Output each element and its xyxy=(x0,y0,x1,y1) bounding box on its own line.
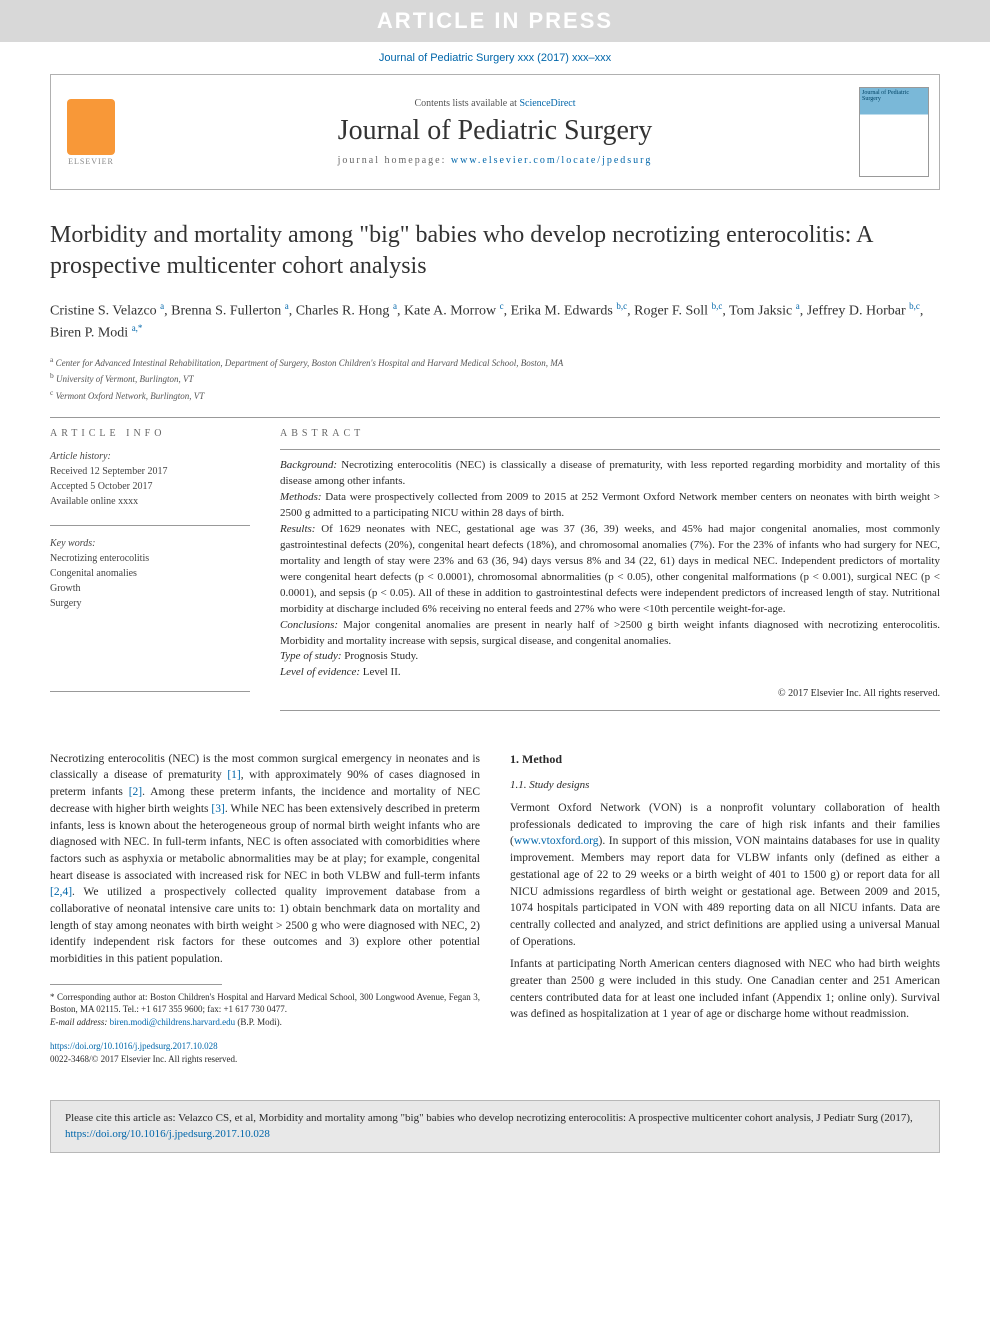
study-design-heading: 1.1. Study designs xyxy=(510,778,940,794)
abstract-body: Background: Necrotizing enterocolitis (N… xyxy=(280,449,940,711)
design-para-1: Vermont Oxford Network (VON) is a nonpro… xyxy=(510,800,940,950)
contents-prefix: Contents lists available at xyxy=(414,98,519,109)
article-in-press-banner: ARTICLE IN PRESS xyxy=(0,0,990,42)
journal-name: Journal of Pediatric Surgery xyxy=(131,115,859,147)
corresponding-author-footnote: * Corresponding author at: Boston Childr… xyxy=(50,991,480,1029)
doi-link[interactable]: https://doi.org/10.1016/j.jpedsurg.2017.… xyxy=(50,1041,218,1051)
level-text: Level II. xyxy=(360,666,401,678)
accepted-date: Accepted 5 October 2017 xyxy=(50,479,250,494)
received-date: Received 12 September 2017 xyxy=(50,464,250,479)
journal-reference: Journal of Pediatric Surgery xxx (2017) … xyxy=(0,42,990,74)
affil-b: University of Vermont, Burlington, VT xyxy=(56,374,194,384)
corr-email-link[interactable]: biren.modi@childrens.harvard.edu xyxy=(110,1017,236,1027)
methods-label: Methods: xyxy=(280,491,322,503)
doi-block: https://doi.org/10.1016/j.jpedsurg.2017.… xyxy=(50,1040,480,1066)
journal-cover-thumbnail: Journal of Pediatric Surgery xyxy=(859,87,929,177)
type-label: Type of study: xyxy=(280,650,342,662)
history-label: Article history: xyxy=(50,449,250,464)
article-info-head: ARTICLE INFO xyxy=(50,428,250,439)
cite-doi-link[interactable]: https://doi.org/10.1016/j.jpedsurg.2017.… xyxy=(65,1128,270,1140)
body-left-column: Necrotizing enterocolitis (NEC) is the m… xyxy=(50,751,480,1067)
abstract-head: ABSTRACT xyxy=(280,428,940,439)
concl-text: Major congenital anomalies are present i… xyxy=(280,619,940,647)
journal-header: ELSEVIER Contents lists available at Sci… xyxy=(50,74,940,190)
keyword-4: Surgery xyxy=(50,596,250,611)
article-title: Morbidity and mortality among "big" babi… xyxy=(50,220,940,282)
methods-text: Data were prospectively collected from 2… xyxy=(280,491,940,519)
affil-a: Center for Advanced Intestinal Rehabilit… xyxy=(56,358,564,368)
affiliations: a Center for Advanced Intestinal Rehabil… xyxy=(50,354,940,404)
design-para-2: Infants at participating North American … xyxy=(510,956,940,1023)
cite-text: Please cite this article as: Velazco CS,… xyxy=(65,1112,913,1124)
body-right-column: 1. Method 1.1. Study designs Vermont Oxf… xyxy=(510,751,940,1067)
contents-available-line: Contents lists available at ScienceDirec… xyxy=(131,98,859,109)
intro-paragraph: Necrotizing enterocolitis (NEC) is the m… xyxy=(50,751,480,968)
online-date: Available online xxxx xyxy=(50,494,250,509)
level-label: Level of evidence: xyxy=(280,666,360,678)
keyword-3: Growth xyxy=(50,581,250,596)
concl-label: Conclusions: xyxy=(280,619,338,631)
corr-text: * Corresponding author at: Boston Childr… xyxy=(50,991,480,1016)
homepage-link[interactable]: www.elsevier.com/locate/jpedsurg xyxy=(451,155,652,166)
type-text: Prognosis Study. xyxy=(342,650,419,662)
email-who: (B.P. Modi). xyxy=(235,1017,282,1027)
elsevier-text: ELSEVIER xyxy=(61,157,121,166)
journal-homepage-line: journal homepage: www.elsevier.com/locat… xyxy=(131,155,859,166)
cover-thumbnail-text: Journal of Pediatric Surgery xyxy=(860,88,928,104)
elsevier-tree-icon xyxy=(67,99,115,155)
abstract-copyright: © 2017 Elsevier Inc. All rights reserved… xyxy=(280,687,940,702)
citation-box: Please cite this article as: Velazco CS,… xyxy=(50,1100,940,1153)
article-history: Article history: Received 12 September 2… xyxy=(50,449,250,509)
method-heading: 1. Method xyxy=(510,751,940,768)
author-list: Cristine S. Velazco a, Brenna S. Fullert… xyxy=(50,300,940,343)
elsevier-logo: ELSEVIER xyxy=(51,99,131,166)
issn-copyright: 0022-3468/© 2017 Elsevier Inc. All right… xyxy=(50,1054,237,1064)
keywords-block: Key words: Necrotizing enterocolitis Con… xyxy=(50,536,250,611)
sciencedirect-link[interactable]: ScienceDirect xyxy=(519,98,575,109)
results-text: Of 1629 neonates with NEC, gestational a… xyxy=(280,523,940,615)
bg-label: Background: xyxy=(280,459,337,471)
keyword-2: Congenital anomalies xyxy=(50,566,250,581)
affil-c: Vermont Oxford Network, Burlington, VT xyxy=(56,391,205,401)
keyword-1: Necrotizing enterocolitis xyxy=(50,551,250,566)
results-label: Results: xyxy=(280,523,315,535)
homepage-prefix: journal homepage: xyxy=(338,155,451,166)
email-label: E-mail address: xyxy=(50,1017,107,1027)
keywords-label: Key words: xyxy=(50,536,250,551)
bg-text: Necrotizing enterocolitis (NEC) is class… xyxy=(280,459,940,487)
